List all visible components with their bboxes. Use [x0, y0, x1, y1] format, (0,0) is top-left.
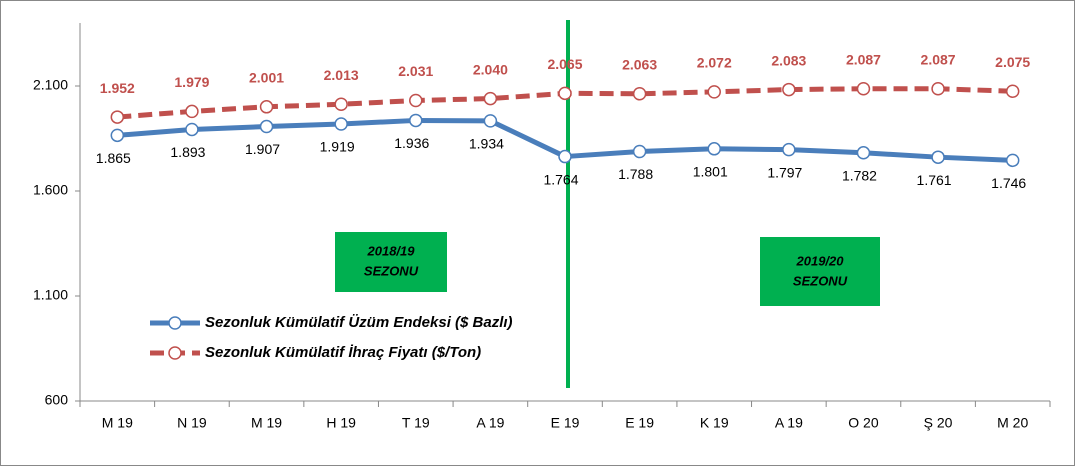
marker: [483, 114, 498, 128]
marker: [1005, 84, 1020, 98]
marker: [707, 85, 721, 99]
data-label: 1.761: [917, 172, 952, 188]
marker: [632, 87, 647, 101]
x-tick-label: A 19: [476, 415, 504, 431]
data-label: 1.907: [245, 141, 280, 157]
y-tick-label: 600: [45, 392, 69, 408]
data-label: 2.001: [249, 69, 284, 85]
data-label: 1.782: [842, 167, 877, 183]
season-box: [760, 237, 880, 306]
annotation: 2019/20: [796, 253, 845, 268]
data-label: 1.801: [693, 163, 728, 179]
x-tick-label: E 19: [551, 415, 580, 431]
marker: [334, 117, 348, 131]
marker: [185, 122, 199, 137]
data-label: 2.040: [473, 61, 508, 77]
marker: [409, 113, 423, 128]
marker: [558, 149, 572, 164]
marker: [185, 104, 199, 119]
x-tick-label: H 19: [326, 415, 356, 431]
marker: [259, 119, 274, 134]
marker: [856, 81, 871, 96]
data-label: 1.865: [96, 150, 131, 166]
y-tick-label: 1.600: [33, 182, 68, 198]
data-label: 2.065: [547, 56, 582, 72]
data-label: 1.746: [991, 175, 1026, 191]
marker: [707, 142, 721, 156]
x-tick-label: O 20: [848, 415, 879, 431]
data-label: 1.952: [100, 80, 135, 96]
x-tick-label: K 19: [700, 415, 729, 431]
marker: [931, 81, 945, 96]
y-tick-label: 1.100: [33, 287, 68, 303]
legend-label: Sezonluk Kümülatif İhraç Fiyatı ($/Ton): [205, 344, 481, 361]
marker: [558, 86, 572, 101]
x-tick-label: M 19: [102, 415, 133, 431]
data-label: 2.031: [398, 63, 433, 79]
marker: [110, 110, 125, 124]
annotation: SEZONU: [364, 263, 419, 278]
x-tick-label: A 19: [775, 415, 803, 431]
data-label: 2.075: [995, 54, 1030, 70]
annotation: SEZONU: [793, 273, 848, 288]
marker: [110, 128, 125, 143]
data-label: 2.087: [921, 51, 956, 67]
marker: [782, 142, 796, 157]
marker: [782, 82, 796, 97]
x-tick-label: N 19: [177, 415, 207, 431]
x-tick-label: T 19: [402, 415, 430, 431]
y-tick-label: 2.100: [33, 77, 68, 93]
marker: [259, 100, 274, 114]
marker: [856, 146, 871, 160]
marker: [483, 91, 498, 106]
legend-label: Sezonluk Kümülatif Üzüm Endeksi ($ Bazlı…: [205, 314, 513, 331]
data-label: 2.072: [697, 55, 732, 71]
data-label: 2.063: [622, 56, 657, 72]
data-label: 1.936: [394, 135, 429, 151]
x-tick-label: M 19: [251, 415, 282, 431]
data-label: 1.934: [469, 136, 504, 152]
x-tick-label: M 20: [997, 415, 1028, 431]
data-label: 1.788: [618, 166, 653, 182]
x-tick-label: Ş 20: [924, 415, 953, 431]
x-tick-label: E 19: [625, 415, 654, 431]
marker: [632, 144, 647, 159]
data-label: 1.919: [320, 139, 355, 155]
marker: [334, 97, 348, 112]
data-label: 2.087: [846, 51, 881, 67]
marker: [931, 150, 945, 164]
annotation: 2018/19: [367, 243, 416, 258]
season-box: [335, 232, 447, 292]
data-label: 1.893: [170, 144, 205, 160]
legend-marker: [168, 316, 182, 330]
data-label: 1.764: [543, 171, 578, 187]
data-label: 1.797: [767, 164, 802, 180]
data-label: 1.979: [174, 74, 209, 90]
data-label: 2.083: [771, 52, 806, 68]
marker: [409, 93, 423, 108]
legend-marker: [168, 346, 182, 360]
marker: [1005, 153, 1020, 168]
data-label: 2.013: [324, 67, 359, 83]
